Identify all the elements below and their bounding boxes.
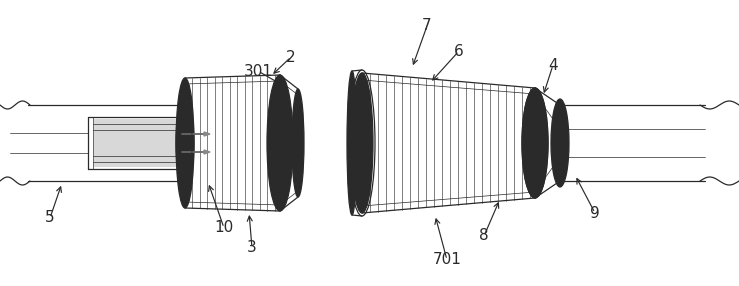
Text: 7: 7 xyxy=(422,19,432,33)
Text: 10: 10 xyxy=(214,221,234,235)
Text: 701: 701 xyxy=(432,253,461,267)
Text: 4: 4 xyxy=(548,57,558,72)
Ellipse shape xyxy=(351,73,373,213)
Text: 5: 5 xyxy=(45,210,55,225)
Text: 2: 2 xyxy=(286,49,296,65)
Text: 6: 6 xyxy=(454,43,464,59)
Ellipse shape xyxy=(522,88,548,198)
Ellipse shape xyxy=(355,88,369,198)
Polygon shape xyxy=(94,119,177,167)
Polygon shape xyxy=(204,132,210,136)
Polygon shape xyxy=(204,150,210,154)
Text: 8: 8 xyxy=(479,229,488,243)
Ellipse shape xyxy=(347,71,357,215)
Text: 9: 9 xyxy=(590,206,600,221)
Ellipse shape xyxy=(176,78,194,208)
Text: 3: 3 xyxy=(247,241,257,255)
Ellipse shape xyxy=(292,89,304,197)
Ellipse shape xyxy=(551,99,569,187)
Ellipse shape xyxy=(267,75,293,211)
Text: 301: 301 xyxy=(243,63,273,78)
